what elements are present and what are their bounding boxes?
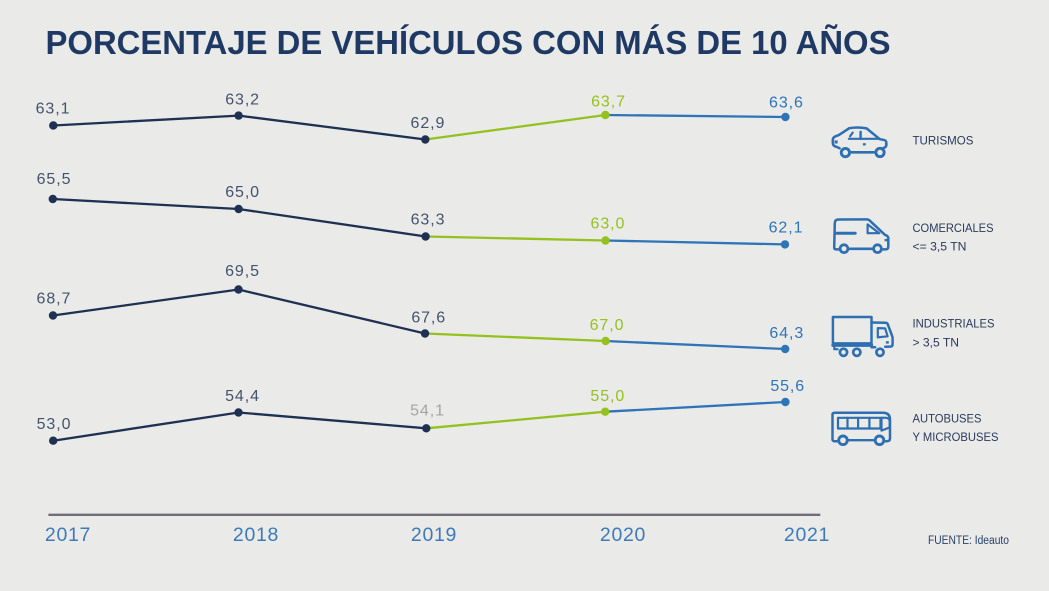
svg-text:2019: 2019 <box>411 524 457 546</box>
svg-text:COMERCIALES: COMERCIALES <box>913 221 994 235</box>
svg-text:53,0: 53,0 <box>37 416 72 433</box>
svg-text:62,1: 62,1 <box>769 219 804 236</box>
svg-text:TURISMOS: TURISMOS <box>913 134 974 148</box>
svg-text:2020: 2020 <box>600 524 646 546</box>
svg-text:62,9: 62,9 <box>411 115 446 132</box>
svg-text:63,7: 63,7 <box>591 94 626 111</box>
svg-text:65,0: 65,0 <box>225 184 260 201</box>
svg-text:2017: 2017 <box>45 524 91 546</box>
svg-text:65,5: 65,5 <box>37 171 72 188</box>
svg-text:67,6: 67,6 <box>411 310 446 327</box>
svg-text:69,5: 69,5 <box>225 263 260 280</box>
svg-text:Y MICROBUSES: Y MICROBUSES <box>913 430 999 444</box>
svg-text:AUTOBUSES: AUTOBUSES <box>913 412 982 426</box>
svg-text:> 3,5 TN: > 3,5 TN <box>913 336 960 350</box>
svg-text:FUENTE: Ideauto: FUENTE: Ideauto <box>928 535 1009 547</box>
svg-text:63,3: 63,3 <box>411 212 446 229</box>
svg-text:63,0: 63,0 <box>591 216 626 233</box>
svg-text:54,4: 54,4 <box>225 388 260 405</box>
svg-text:2018: 2018 <box>233 524 279 546</box>
svg-text:PORCENTAJE DE VEHÍCULOS CON MÁ: PORCENTAJE DE VEHÍCULOS CON MÁS DE 10 AÑ… <box>46 24 891 62</box>
svg-text:INDUSTRIALES: INDUSTRIALES <box>913 317 995 331</box>
svg-text:63,6: 63,6 <box>769 95 804 112</box>
svg-text:55,6: 55,6 <box>770 378 805 395</box>
svg-text:55,0: 55,0 <box>590 388 625 405</box>
svg-text:2021: 2021 <box>784 524 830 546</box>
svg-text:68,7: 68,7 <box>37 291 72 308</box>
svg-text:63,2: 63,2 <box>225 91 260 108</box>
svg-text:54,1: 54,1 <box>410 403 445 420</box>
svg-text:<= 3,5 TN: <= 3,5 TN <box>913 240 967 254</box>
svg-text:64,3: 64,3 <box>769 325 804 342</box>
svg-text:67,0: 67,0 <box>590 317 625 334</box>
svg-text:63,1: 63,1 <box>36 101 71 118</box>
